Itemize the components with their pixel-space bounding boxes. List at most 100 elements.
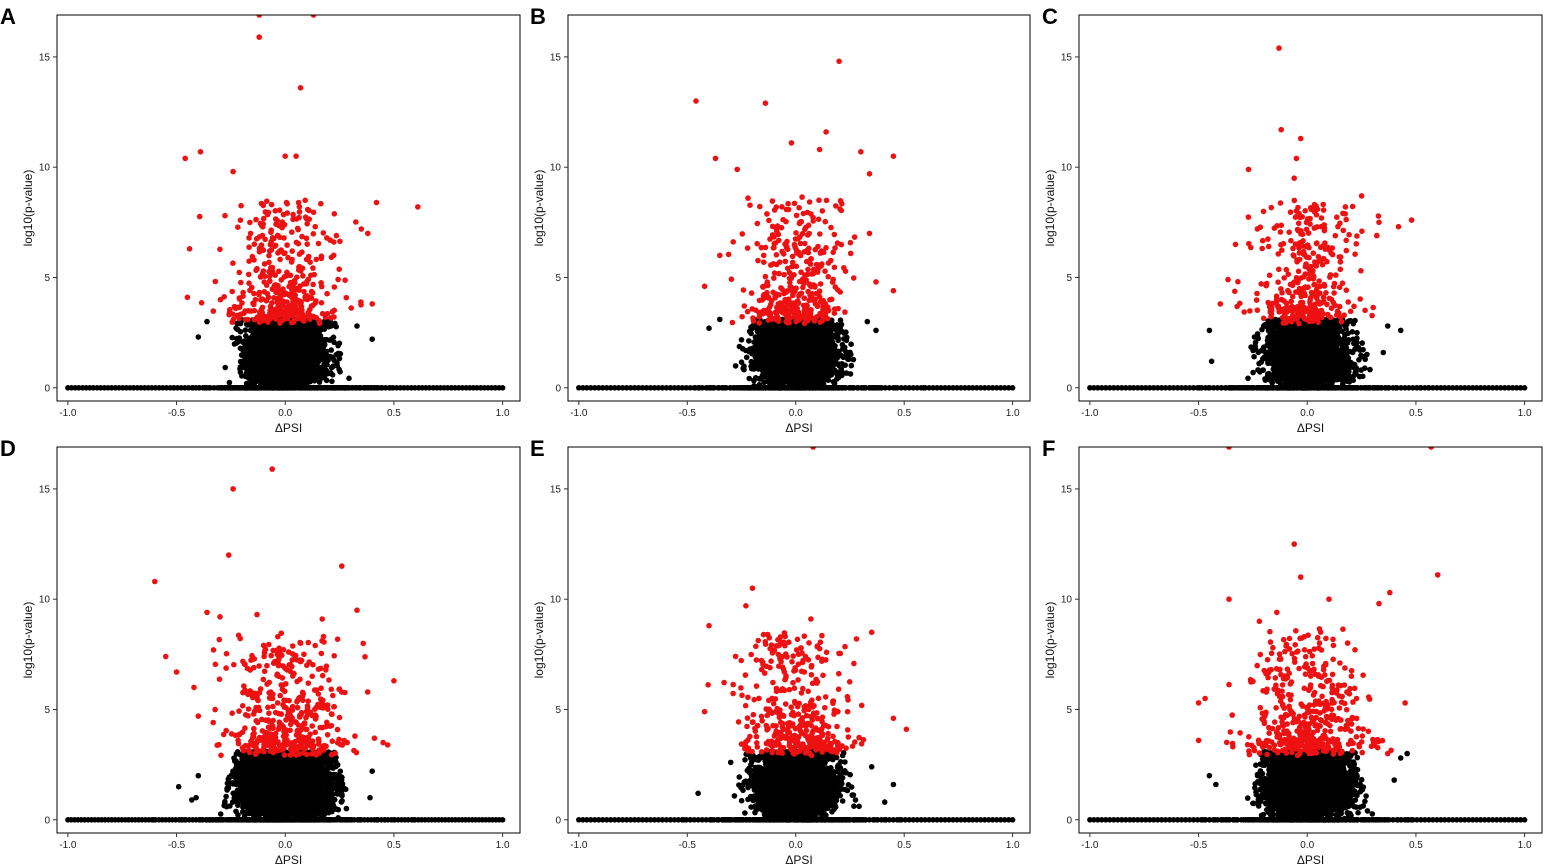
significant-point — [251, 290, 257, 297]
nonsignificant-point — [204, 318, 210, 325]
zero-point — [954, 385, 960, 391]
significant-point — [297, 283, 303, 289]
nonsignificant-point — [328, 364, 335, 371]
nonsignificant-point — [323, 367, 329, 374]
zero-point — [886, 385, 893, 391]
zero-point — [647, 385, 654, 391]
nonsignificant-point — [761, 379, 767, 386]
significant-point — [358, 226, 365, 232]
zero-point — [902, 385, 908, 391]
nonsignificant-point — [256, 343, 263, 349]
zero-point — [237, 385, 244, 391]
zero-point — [675, 385, 682, 391]
nonsignificant-point — [292, 347, 299, 353]
nonsignificant-point — [291, 338, 298, 344]
zero-point — [643, 385, 650, 391]
nonsignificant-point — [237, 345, 244, 352]
nonsignificant-point — [291, 352, 298, 358]
zero-point — [982, 385, 988, 391]
zero-point — [332, 385, 339, 391]
significant-point — [260, 221, 267, 227]
significant-point — [304, 206, 311, 213]
significant-point — [318, 253, 325, 259]
significant-point — [310, 209, 317, 216]
nonsignificant-point — [253, 368, 259, 375]
significant-point — [281, 221, 288, 228]
significant-point — [305, 276, 312, 283]
significant-point — [277, 318, 283, 325]
nonsignificant-point — [275, 375, 282, 382]
significant-point — [303, 235, 310, 242]
nonsignificant-point — [235, 339, 241, 345]
nonsignificant-point — [291, 372, 298, 379]
nonsignificant-point — [308, 341, 314, 347]
significant-point — [331, 284, 338, 290]
zero-point — [946, 385, 952, 391]
significant-point — [288, 319, 295, 326]
nonsignificant-point — [300, 336, 307, 343]
significant-point — [310, 231, 317, 237]
nonsignificant-point — [296, 347, 303, 353]
significant-point — [284, 201, 291, 207]
significant-point — [331, 239, 337, 245]
zero-point — [341, 385, 348, 391]
zero-point — [930, 385, 936, 391]
zero-point — [829, 385, 835, 391]
significant-point — [277, 234, 283, 241]
significant-point — [288, 293, 295, 299]
significant-point — [239, 300, 245, 306]
nonsignificant-point — [272, 379, 278, 386]
x-tick-label: 0.5 — [387, 408, 401, 419]
significant-point — [294, 225, 301, 232]
plot-frame — [56, 14, 521, 402]
significant-point — [296, 263, 303, 270]
significant-point — [256, 319, 263, 326]
zero-point — [387, 385, 394, 391]
significant-point — [293, 239, 300, 246]
significant-point — [284, 272, 291, 279]
significant-point — [259, 304, 266, 311]
nonsignificant-point — [262, 329, 269, 336]
zero-point — [217, 385, 223, 391]
significant-point — [257, 274, 264, 280]
nonsignificant-point — [299, 364, 306, 371]
zero-point — [942, 385, 948, 391]
significant-point — [272, 242, 279, 249]
nonsignificant-point — [331, 357, 337, 363]
nonsignificant-point — [285, 376, 291, 382]
nonsignificant-point — [282, 341, 288, 348]
zero-point — [599, 385, 606, 391]
significant-point — [299, 249, 305, 255]
significant-point — [246, 280, 252, 287]
significant-point — [272, 208, 279, 214]
zero-point — [327, 385, 334, 391]
significant-point — [271, 306, 277, 313]
significant-point — [295, 199, 302, 206]
significant-point — [335, 276, 341, 283]
significant-point — [310, 15, 317, 18]
nonsignificant-point — [195, 334, 202, 340]
zero-point — [627, 385, 634, 391]
data-points — [576, 58, 1016, 391]
significant-point — [259, 232, 266, 239]
zero-point — [603, 385, 610, 391]
nonsignificant-point — [312, 329, 319, 336]
significant-point — [240, 289, 246, 296]
nonsignificant-point — [249, 355, 255, 361]
significant-point — [251, 241, 258, 247]
significant-point — [316, 320, 323, 327]
significant-point — [245, 271, 252, 278]
x-tick-label: 1.0 — [496, 408, 510, 419]
significant-point — [290, 211, 296, 218]
significant-point — [245, 316, 251, 323]
significant-point — [226, 311, 232, 318]
significant-point — [182, 155, 188, 162]
significant-point — [263, 282, 270, 289]
significant-point — [247, 219, 253, 226]
significant-point — [253, 216, 259, 223]
nonsignificant-point — [258, 324, 265, 331]
nonsignificant-point — [250, 376, 256, 382]
nonsignificant-point — [293, 381, 300, 388]
nonsignificant-point — [315, 368, 321, 374]
significant-point — [253, 267, 259, 274]
